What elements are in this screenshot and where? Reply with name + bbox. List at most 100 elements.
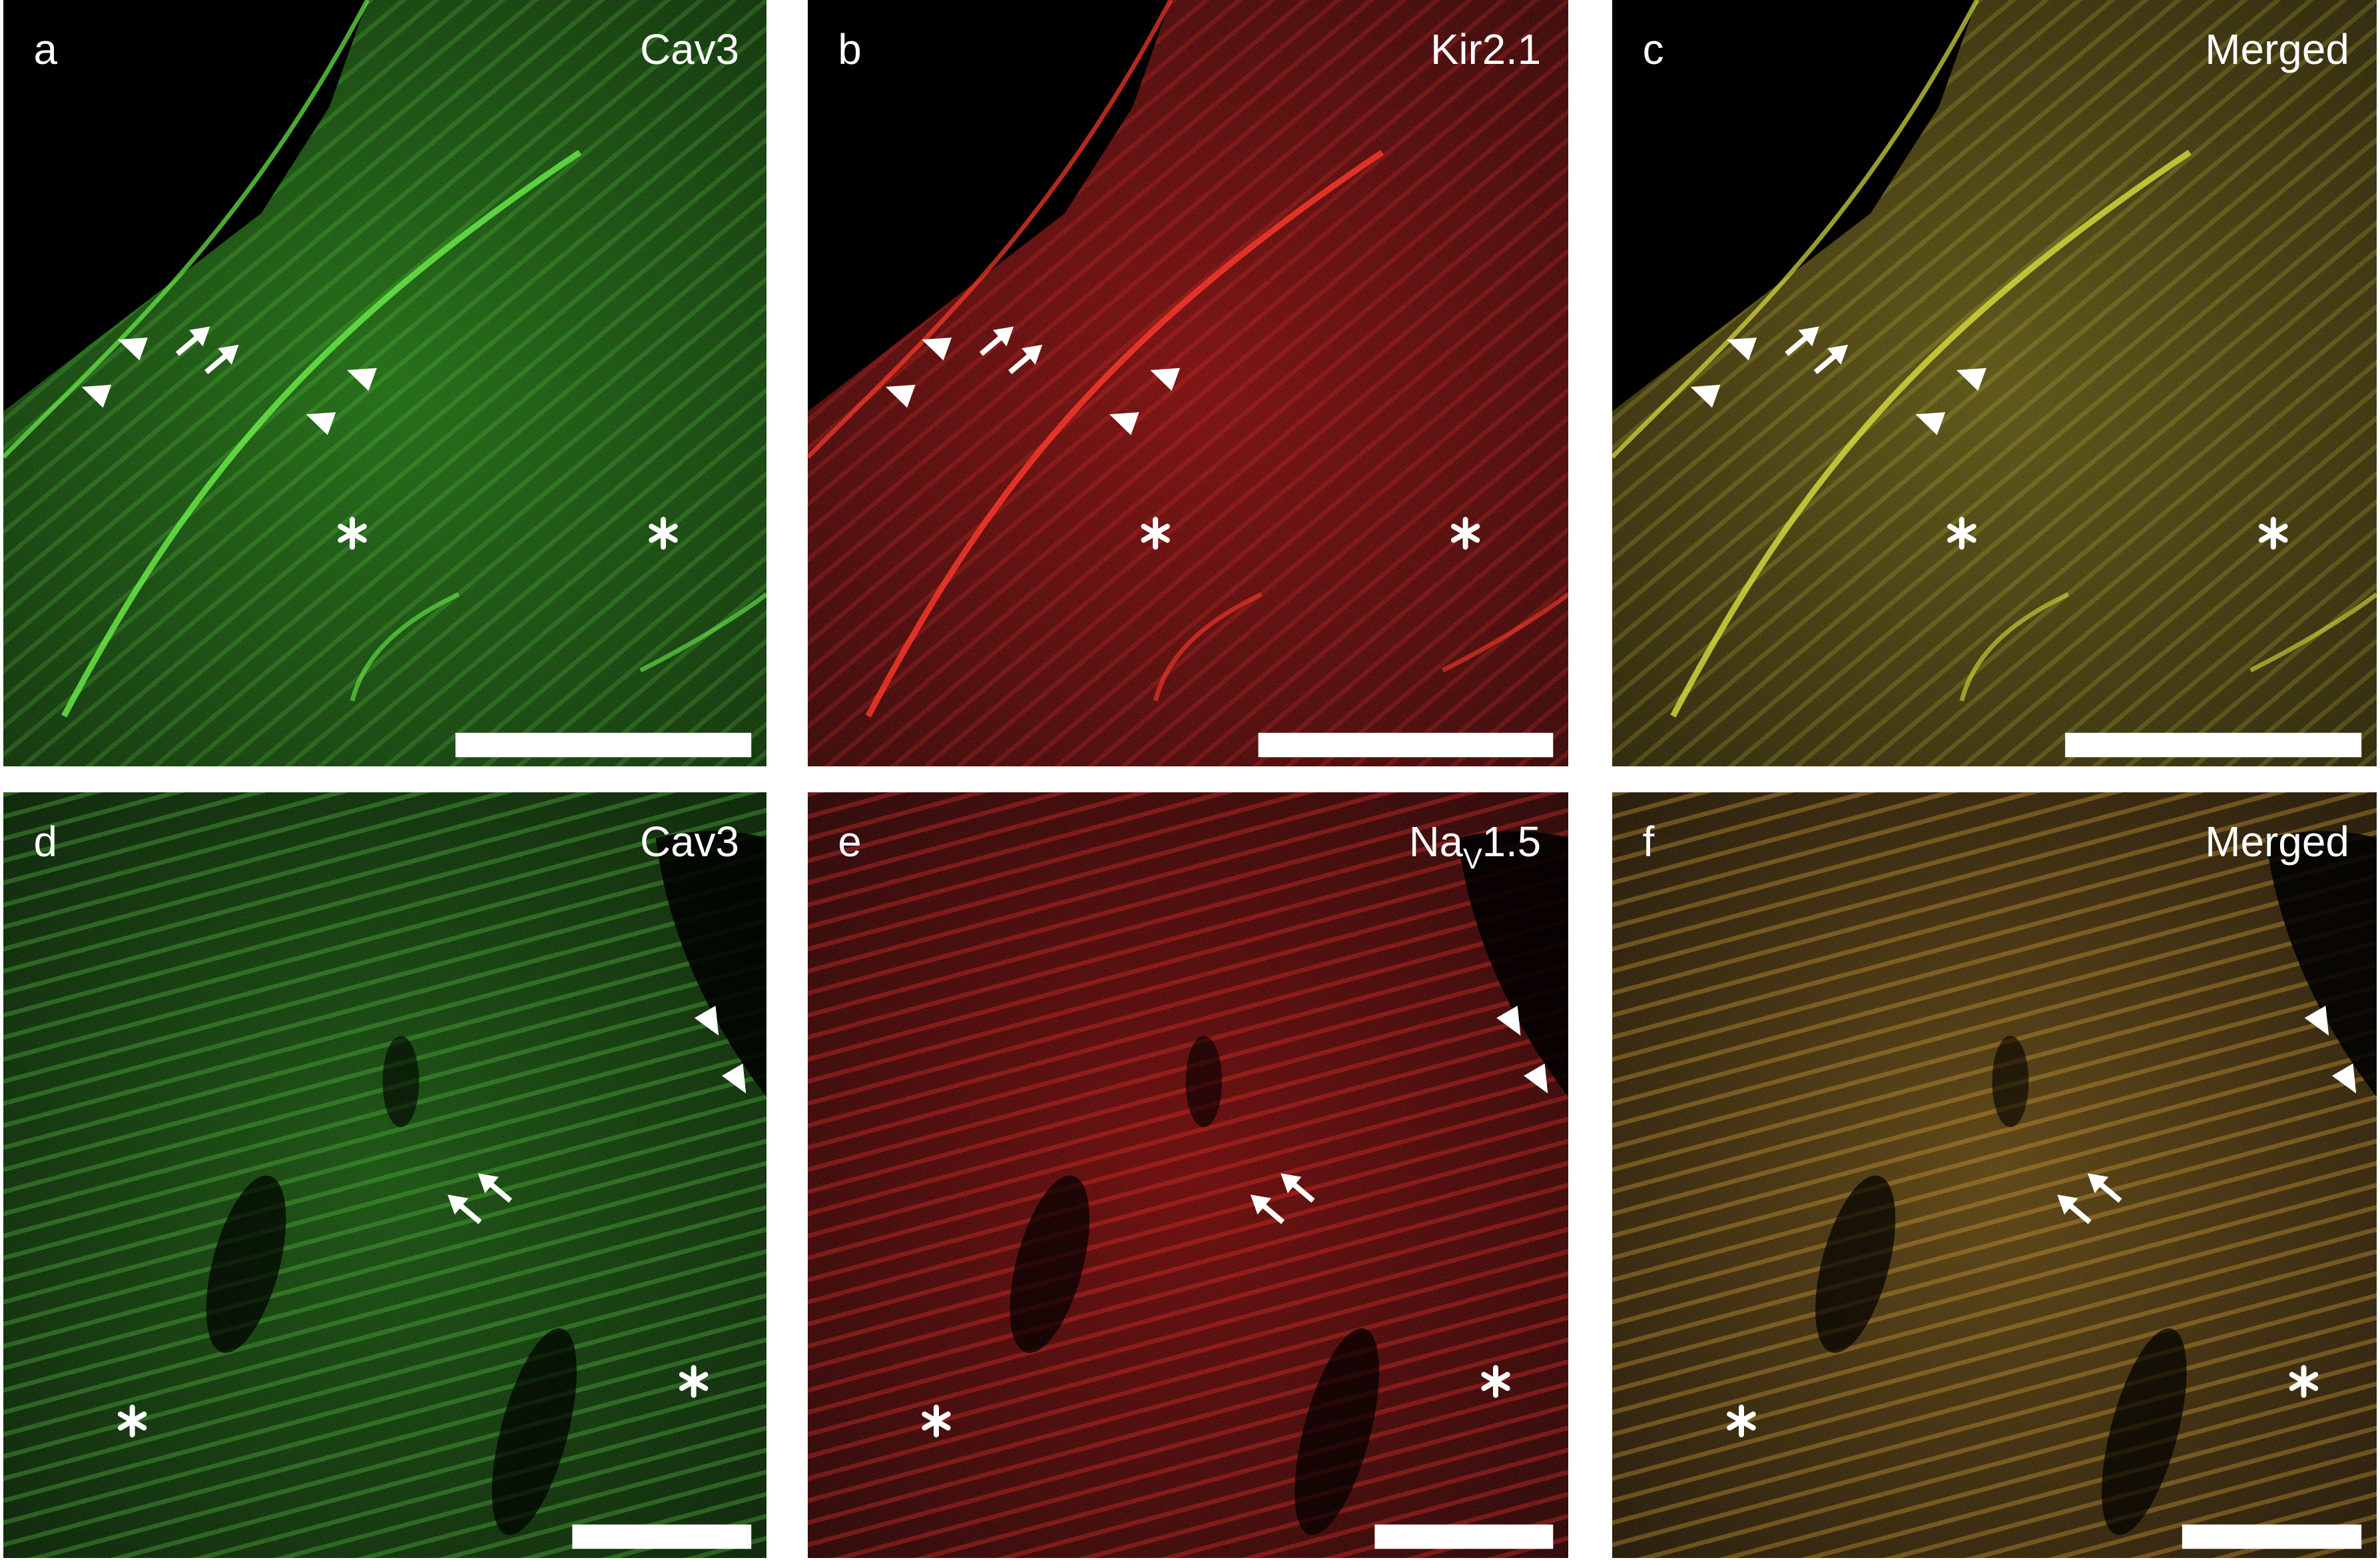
panel-letter: d — [34, 818, 57, 866]
panel-letter: f — [1643, 818, 1655, 866]
asterisk-stroke — [1481, 1372, 1510, 1392]
asterisk — [2259, 517, 2288, 550]
asterisk — [117, 1404, 147, 1437]
panel-letter: b — [838, 25, 861, 73]
arrow — [477, 1173, 513, 1203]
arrow-tip — [1798, 326, 1819, 347]
asterisk — [1727, 1404, 1756, 1437]
arrowhead — [118, 337, 148, 361]
nucleus-gap — [206, 1175, 286, 1353]
asterisk-stroke — [2289, 1372, 2319, 1392]
nucleus-gap — [382, 1035, 420, 1127]
background-dark — [3, 0, 368, 411]
micrograph-panel: d Cav3 — [3, 792, 766, 1558]
arrowhead — [1524, 1063, 1548, 1094]
panel-letter: e — [838, 818, 861, 866]
panel-label: Cav3 — [640, 818, 739, 866]
background-dark — [2265, 831, 2377, 1097]
arrowhead — [1496, 1005, 1521, 1036]
membrane — [1612, 0, 1979, 459]
arrow-tip — [1281, 1173, 1302, 1194]
scale-bar — [1258, 732, 1554, 758]
arrowhead — [81, 384, 112, 408]
arrowhead — [2331, 1063, 2357, 1094]
membrane — [1670, 150, 2192, 718]
noise — [1612, 792, 2377, 1558]
membrane — [1959, 592, 2377, 702]
panel-label: NaV1.5 — [1409, 818, 1541, 876]
arrow-tip — [218, 344, 239, 365]
arrow-tip — [993, 326, 1014, 347]
asterisk — [2289, 1365, 2319, 1398]
arrow-tip — [2087, 1173, 2109, 1194]
panel-label: Merged — [2205, 818, 2349, 866]
background-dark — [655, 831, 766, 1097]
asterisk-stroke — [922, 1411, 951, 1431]
arrow — [1785, 326, 1819, 356]
panel-label: Kir2.1 — [1430, 25, 1541, 73]
annotations — [886, 326, 1554, 758]
micrograph-panel: c Merged — [1612, 0, 2377, 766]
asterisk — [1947, 517, 1976, 550]
nucleus-gap — [2102, 1328, 2187, 1535]
nucleus-gap — [1992, 1035, 2029, 1127]
nucleus-gap — [1185, 1035, 1223, 1127]
arrowhead — [1956, 368, 1986, 391]
asterisk — [922, 1404, 951, 1437]
asterisk — [1450, 517, 1480, 550]
arrowhead — [306, 412, 336, 435]
asterisk-stroke — [1450, 523, 1480, 543]
arrowhead — [694, 1005, 719, 1036]
arrow-tip — [447, 1194, 469, 1215]
scale-bar — [1374, 1524, 1554, 1549]
asterisk — [649, 517, 678, 550]
asterisk — [1481, 1365, 1510, 1398]
label-main: Na — [1409, 818, 1464, 866]
background-dark — [808, 0, 1171, 411]
arrowhead — [1109, 412, 1139, 435]
arrow — [1250, 1194, 1285, 1224]
panel-label: Cav3 — [640, 25, 739, 73]
nucleus-gap — [1815, 1175, 1896, 1353]
annotations — [81, 326, 752, 758]
scale-bar — [572, 1524, 752, 1549]
arrowhead — [1915, 412, 1946, 435]
scale-bar — [2065, 732, 2362, 758]
annotations — [117, 1005, 752, 1549]
asterisk-stroke — [679, 1372, 709, 1392]
membrane — [865, 150, 1384, 718]
membrane — [61, 150, 582, 718]
arrow-tip — [1827, 344, 1849, 365]
arrow — [1281, 1173, 1315, 1203]
membrane — [3, 0, 370, 459]
arrow — [2087, 1173, 2122, 1203]
asterisk-stroke — [117, 1411, 147, 1431]
arrow — [175, 326, 210, 356]
micrograph-panel: e NaV1.5 — [808, 792, 1568, 1558]
arrow-tip — [2057, 1194, 2078, 1215]
asterisk-stroke — [1727, 1411, 1756, 1431]
arrow — [1813, 344, 1849, 375]
asterisk — [338, 517, 367, 550]
arrow — [204, 344, 239, 375]
nucleus-gap — [1295, 1328, 1380, 1535]
annotations — [1690, 326, 2362, 758]
arrow — [1008, 344, 1043, 375]
arrow — [447, 1194, 482, 1224]
arrowhead — [1150, 368, 1180, 391]
micrograph-panel: f Merged — [1612, 792, 2377, 1558]
arrow-tip — [477, 1173, 499, 1194]
micrograph-panel: b Kir2.1 — [808, 0, 1568, 766]
asterisk — [1141, 517, 1170, 550]
arrowhead — [1727, 337, 1757, 361]
arrow — [979, 326, 1014, 356]
membrane — [350, 592, 766, 702]
background-dark — [1458, 831, 1568, 1097]
membrane — [808, 0, 1173, 459]
label-sub: V — [1463, 843, 1482, 875]
arrow — [2057, 1194, 2092, 1224]
arrow-tip — [1250, 1194, 1271, 1215]
annotations — [922, 1005, 1554, 1549]
arrowhead — [886, 384, 916, 408]
arrowhead — [1690, 384, 1721, 408]
